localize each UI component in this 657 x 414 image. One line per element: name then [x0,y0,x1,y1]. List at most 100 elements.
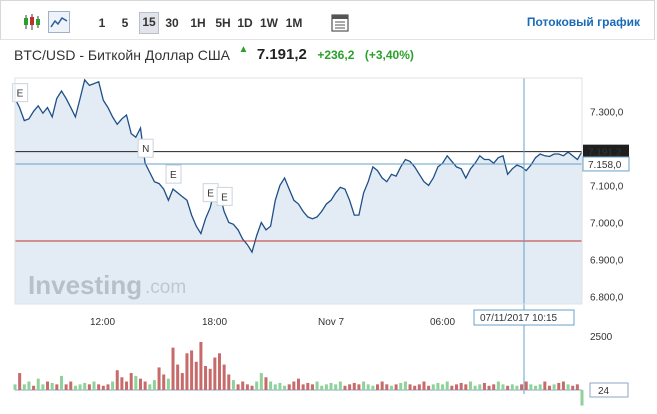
volume-bar [50,382,54,390]
volume-bar [441,384,445,390]
volume-bar [408,384,412,390]
candlestick-icon[interactable] [21,11,43,33]
volume-bar [431,384,435,390]
volume-bar [241,381,245,390]
volume-bar [213,357,217,390]
timeframe-30[interactable]: 30 [165,16,179,30]
last-price-tag-label: 7.191,2 [588,148,622,159]
volume-bar [101,385,105,390]
volume-bar [73,385,77,390]
volume-bar [83,382,87,390]
volume-bar [27,381,31,390]
volume-bar [13,384,17,390]
timeframe-1[interactable]: 1 [98,16,106,30]
y-tick-label: 6.900,0 [590,256,624,267]
volume-bar [292,381,296,390]
volume-bar [450,385,454,390]
timeframe-1W[interactable]: 1W [260,16,278,30]
volume-bar [427,385,431,390]
volume-bar [413,385,417,390]
volume-bar [36,378,40,390]
volume-bar [46,381,50,390]
plot-frame [14,77,583,305]
volume-bar [436,382,440,390]
timeframe-15[interactable]: 15 [139,12,159,34]
volume-bar [338,381,342,390]
volume-bar [348,384,352,390]
volume-bar [129,373,133,390]
timeframe-5[interactable]: 5 [121,16,129,30]
volume-bar [538,384,542,390]
volume-bar [389,385,393,390]
volume-bar [385,384,389,390]
volume-bar [417,384,421,390]
volume-axis-label: 2500 [590,332,613,343]
last-price-tag [583,144,629,159]
timeframe-5H[interactable]: 5H [215,16,231,30]
volume-bar [496,381,500,390]
up-arrow-icon: ▲ [238,44,249,56]
chart-area[interactable]: Investing.com7.300,07.100,07.000,06.900,… [0,74,657,414]
volume-bar [334,384,338,390]
volume-bar [501,384,505,390]
volume-bar [59,375,63,390]
volume-bar [343,385,347,390]
volume-bar [487,385,491,390]
volume-bar [529,384,533,390]
y-tick-label: 7.000,0 [590,218,624,229]
volume-bar [506,385,510,390]
x-tick-label: 12:00 [90,317,115,328]
volume-bar [399,382,403,390]
streaming-chart-link[interactable]: Потоковый график [526,15,640,29]
volume-bar [329,382,333,390]
volume-bar [18,373,22,390]
volume-bar [366,384,370,390]
event-marker[interactable] [165,164,182,184]
crosshair-date-label: 07/11/2017 10:15 [480,313,558,324]
volume-bar [352,382,356,390]
price-change-percent: (+3,40%) [364,47,414,62]
volume-bar [376,384,380,390]
timeframe-1M[interactable]: 1M [285,16,303,30]
volume-bar [87,384,91,390]
volume-bar [482,382,486,390]
volume-bar [231,380,235,390]
price-change: +236,2 [317,47,355,62]
volume-bar [148,384,152,390]
event-marker[interactable] [137,138,154,158]
event-marker-label: E [170,170,177,181]
volume-bar [510,384,514,390]
volume-bar [403,381,407,390]
volume-bar [273,384,277,390]
settings-panel-icon[interactable] [329,12,351,34]
volume-bar [520,384,524,390]
y-tick-label: 6.800,0 [590,293,624,304]
event-marker[interactable] [216,186,233,206]
volume-bar [492,384,496,390]
event-marker[interactable] [12,83,29,103]
volume-bar [162,374,166,390]
volume-bar [371,385,375,390]
volume-bar [259,373,263,390]
volume-bar [380,381,384,390]
volume-bar [22,384,26,390]
volume-bar [255,381,259,390]
volume-last-label: 24 [598,386,610,397]
price-area [15,79,582,305]
price-chart[interactable]: Investing.com7.300,07.100,07.000,06.900,… [0,74,657,414]
volume-bar [320,385,324,390]
volume-bar [269,381,273,390]
volume-bar [138,378,142,390]
price-line [14,78,583,254]
y-tick-label: 7.300,0 [590,107,624,118]
event-marker-label: E [221,192,228,203]
event-marker-label: N [142,144,149,155]
crosshair-price-tag [582,156,630,172]
volume-bar [92,381,96,390]
timeframe-1D[interactable]: 1D [237,16,253,30]
volume-bar [78,384,82,390]
volume-bar [106,384,110,390]
line-chart-icon[interactable] [48,11,70,33]
timeframe-1H[interactable]: 1H [190,16,206,30]
volume-bar [301,384,305,390]
